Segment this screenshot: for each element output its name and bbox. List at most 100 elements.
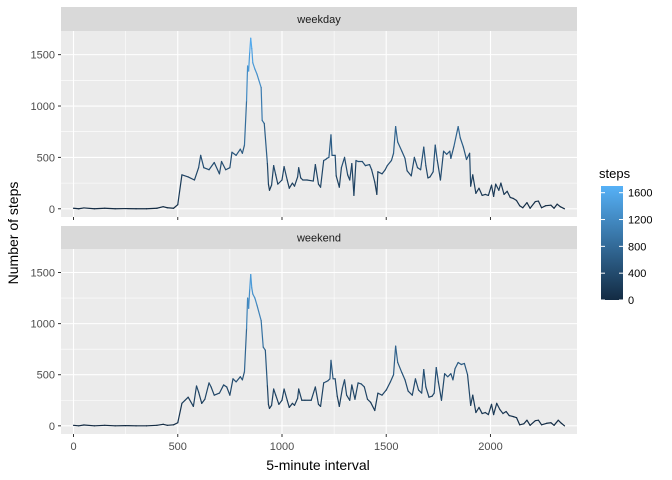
line-segment <box>435 366 439 383</box>
line-segment <box>440 373 446 401</box>
color-legend: steps 0 400 800 1200 1600 <box>599 166 652 307</box>
line-segment <box>338 387 344 408</box>
line-segment <box>472 394 477 414</box>
facet-weekday: weekday 0 500 1000 1500 <box>31 7 577 220</box>
line-segment <box>470 394 474 406</box>
line-segment <box>397 141 403 152</box>
line-segment <box>381 389 387 396</box>
line-segment <box>370 401 376 412</box>
line-segment <box>281 166 285 181</box>
line-segment <box>470 174 474 187</box>
line-segment <box>537 200 543 209</box>
line-segment <box>540 422 548 426</box>
line-segment <box>407 390 413 396</box>
line-segment <box>225 167 231 171</box>
line-segment <box>229 378 234 396</box>
line-segment <box>425 386 430 398</box>
line-segment <box>459 137 464 148</box>
line-segment <box>462 146 468 161</box>
line-segment <box>404 157 408 172</box>
x-tick-label: 0 <box>70 441 76 453</box>
y-tick-label: 1500 <box>31 50 55 62</box>
line-segment <box>251 287 254 295</box>
line-segment <box>260 319 264 348</box>
line-segment <box>235 148 241 156</box>
line-segment <box>166 207 175 209</box>
line-segment <box>181 174 189 178</box>
line-segment <box>519 205 524 209</box>
line-segment <box>243 100 248 146</box>
line-segment <box>540 205 547 209</box>
strip-label-weekday: weekday <box>296 14 341 26</box>
colorbar-label: 1600 <box>628 188 652 200</box>
line-segment <box>506 190 511 199</box>
line-segment <box>336 395 340 408</box>
line-segment <box>522 202 528 209</box>
line-segment <box>193 167 200 181</box>
line-segment <box>385 381 392 391</box>
line-segment <box>266 385 270 405</box>
line-segment <box>72 424 80 427</box>
line-segment <box>545 204 552 207</box>
line-segment <box>490 184 495 198</box>
line-segment <box>452 367 456 381</box>
line-segment <box>281 388 285 401</box>
line-segment <box>503 190 508 195</box>
line-segment <box>338 167 343 188</box>
line-segment <box>499 408 504 415</box>
line-segment <box>351 384 356 400</box>
line-segment <box>496 402 501 411</box>
line-segment <box>256 73 262 89</box>
line-segment <box>187 396 194 408</box>
line-segment <box>557 419 562 424</box>
line-segment <box>423 146 427 167</box>
line-segment <box>273 165 277 176</box>
line-segment <box>395 345 399 364</box>
line-segment <box>410 156 415 177</box>
line-segment <box>502 410 507 415</box>
line-segment <box>273 388 277 396</box>
line-segment <box>181 396 189 404</box>
line-segment <box>314 163 320 185</box>
line-segment <box>434 144 438 162</box>
line-segment <box>413 156 419 169</box>
line-segment <box>145 424 158 427</box>
y-tick-label: 0 <box>49 421 55 433</box>
line-segment <box>411 378 417 396</box>
line-segment <box>349 384 353 401</box>
line-segment <box>414 378 420 391</box>
line-segment <box>260 86 263 122</box>
line-segment <box>232 378 237 383</box>
line-segment <box>454 361 459 370</box>
line-segment <box>275 394 280 405</box>
line-segment <box>343 379 348 396</box>
line-segment <box>447 373 452 378</box>
line-segment <box>478 406 483 415</box>
line-segment <box>469 152 472 187</box>
y-tick-label: 1500 <box>31 268 55 280</box>
line-segment <box>444 373 449 378</box>
line-segment <box>83 207 95 210</box>
line-segment <box>283 388 288 401</box>
line-segment <box>475 406 480 414</box>
line-segment <box>553 203 558 209</box>
line-segment <box>463 362 469 376</box>
line-segment <box>377 171 383 175</box>
line-segment <box>252 62 256 70</box>
colorbar-label: 1200 <box>628 215 652 227</box>
line-segment <box>389 374 395 383</box>
line-segment <box>334 154 337 177</box>
line-segment <box>361 160 366 167</box>
line-segment <box>478 187 483 197</box>
line-segment <box>366 398 372 403</box>
x-tick-label: 1500 <box>374 441 398 453</box>
line-segment <box>223 384 228 388</box>
line-segment <box>432 144 436 173</box>
line-segment <box>498 182 502 191</box>
line-segment <box>425 165 429 179</box>
line-segment <box>526 419 531 426</box>
line-segment <box>495 183 500 191</box>
line-segment <box>490 403 495 416</box>
x-tick-label: 500 <box>169 441 187 453</box>
line-segment <box>340 156 346 169</box>
